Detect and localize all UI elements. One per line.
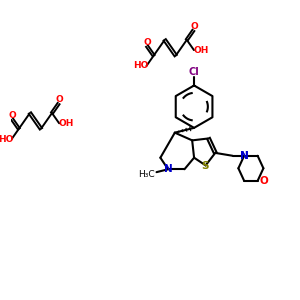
Text: O: O (259, 176, 268, 186)
Text: N: N (164, 164, 172, 174)
Text: OH: OH (58, 119, 74, 128)
Text: H₃C: H₃C (138, 169, 154, 178)
Text: HO: HO (133, 61, 148, 70)
Text: O: O (190, 22, 198, 31)
Text: O: O (143, 38, 151, 47)
Text: OH: OH (193, 46, 208, 55)
Text: S: S (201, 161, 208, 171)
Text: O: O (56, 95, 63, 104)
Text: Cl: Cl (189, 67, 200, 77)
Text: N: N (240, 151, 248, 161)
Text: N: N (240, 151, 248, 161)
Text: HO: HO (0, 135, 14, 144)
Text: O: O (8, 111, 16, 120)
